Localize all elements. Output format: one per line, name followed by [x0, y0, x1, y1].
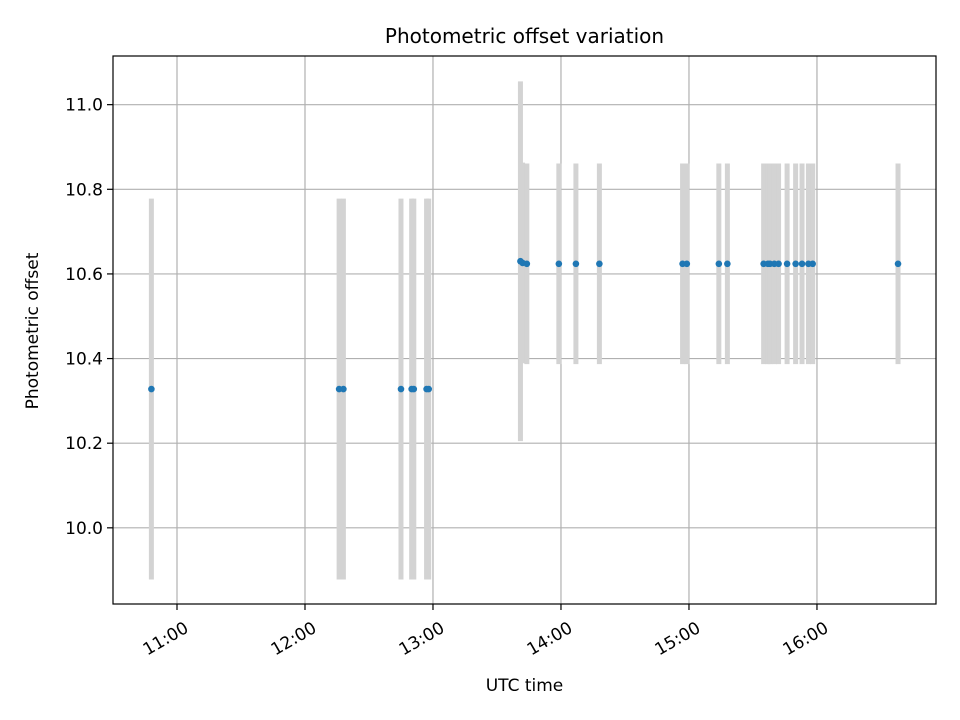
- y-tick-label: 10.2: [65, 434, 103, 454]
- y-ticks: 10.0 10.2 10.4 10.6 10.8 11.0: [65, 96, 113, 539]
- data-point: [410, 385, 418, 393]
- x-tick-label: 15:00: [652, 618, 704, 660]
- data-point: [523, 260, 531, 268]
- x-tick-label: 14:00: [524, 618, 576, 660]
- y-tick-label: 10.6: [65, 265, 103, 285]
- data-point: [809, 260, 816, 268]
- data-point: [783, 260, 791, 268]
- data-point: [397, 385, 405, 393]
- data-points: [148, 257, 902, 393]
- x-tick-label: 12:00: [268, 618, 320, 660]
- data-point: [425, 385, 433, 393]
- errorbars: [148, 81, 901, 580]
- data-point: [894, 260, 902, 268]
- y-tick-label: 10.8: [65, 180, 103, 200]
- x-tick-label: 13:00: [396, 618, 448, 660]
- data-point: [683, 260, 691, 268]
- plot-frame: [112, 55, 937, 605]
- data-point: [792, 260, 799, 268]
- x-ticks: 11:00 12:00 13:00 14:00 15:00 16:00: [140, 604, 832, 660]
- x-axis-label: UTC time: [486, 676, 564, 696]
- data-point: [724, 260, 731, 268]
- y-tick-label: 11.0: [65, 96, 103, 116]
- y-tick-label: 10.0: [65, 519, 103, 539]
- y-tick-label: 10.4: [65, 350, 103, 370]
- data-point: [596, 260, 603, 268]
- data-point: [798, 260, 806, 268]
- data-point: [715, 260, 723, 268]
- data-point: [555, 260, 563, 268]
- x-tick-label: 11:00: [140, 618, 192, 660]
- data-point: [340, 385, 347, 393]
- x-tick-label: 16:00: [780, 618, 832, 660]
- y-axis-label: Photometric offset: [23, 252, 43, 409]
- data-point: [572, 260, 580, 268]
- data-point: [148, 385, 155, 393]
- data-point: [775, 260, 782, 268]
- chart-title: Photometric offset variation: [385, 24, 664, 48]
